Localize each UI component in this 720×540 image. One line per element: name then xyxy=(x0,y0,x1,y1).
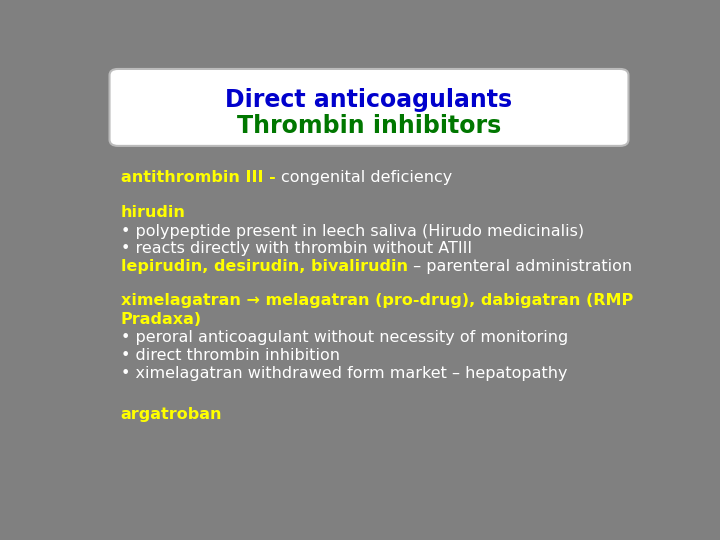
Text: lepirudin, desirudin, bivalirudin: lepirudin, desirudin, bivalirudin xyxy=(121,259,408,274)
Text: Thrombin inhibitors: Thrombin inhibitors xyxy=(237,114,501,138)
Text: • direct thrombin inhibition: • direct thrombin inhibition xyxy=(121,348,340,363)
Text: • peroral anticoagulant without necessity of monitoring: • peroral anticoagulant without necessit… xyxy=(121,330,568,346)
Text: ximelagatran → melagatran (pro-drug), dabigatran (RMP: ximelagatran → melagatran (pro-drug), da… xyxy=(121,293,633,308)
FancyBboxPatch shape xyxy=(90,141,648,481)
Text: argatroban: argatroban xyxy=(121,407,222,422)
Text: antithrombin III -: antithrombin III - xyxy=(121,170,281,185)
Text: • ximelagatran withdrawed form market – hepatopathy: • ximelagatran withdrawed form market – … xyxy=(121,366,567,381)
FancyBboxPatch shape xyxy=(109,69,629,146)
Text: • reacts directly with thrombin without ATIII: • reacts directly with thrombin without … xyxy=(121,241,472,256)
Text: – parenteral administration: – parenteral administration xyxy=(408,259,632,274)
Text: Direct anticoagulants: Direct anticoagulants xyxy=(225,88,513,112)
Text: hirudin: hirudin xyxy=(121,205,186,220)
Text: • polypeptide present in leech saliva (Hirudo medicinalis): • polypeptide present in leech saliva (H… xyxy=(121,224,584,239)
Text: Pradaxa): Pradaxa) xyxy=(121,312,202,327)
Text: congenital deficiency: congenital deficiency xyxy=(281,170,452,185)
